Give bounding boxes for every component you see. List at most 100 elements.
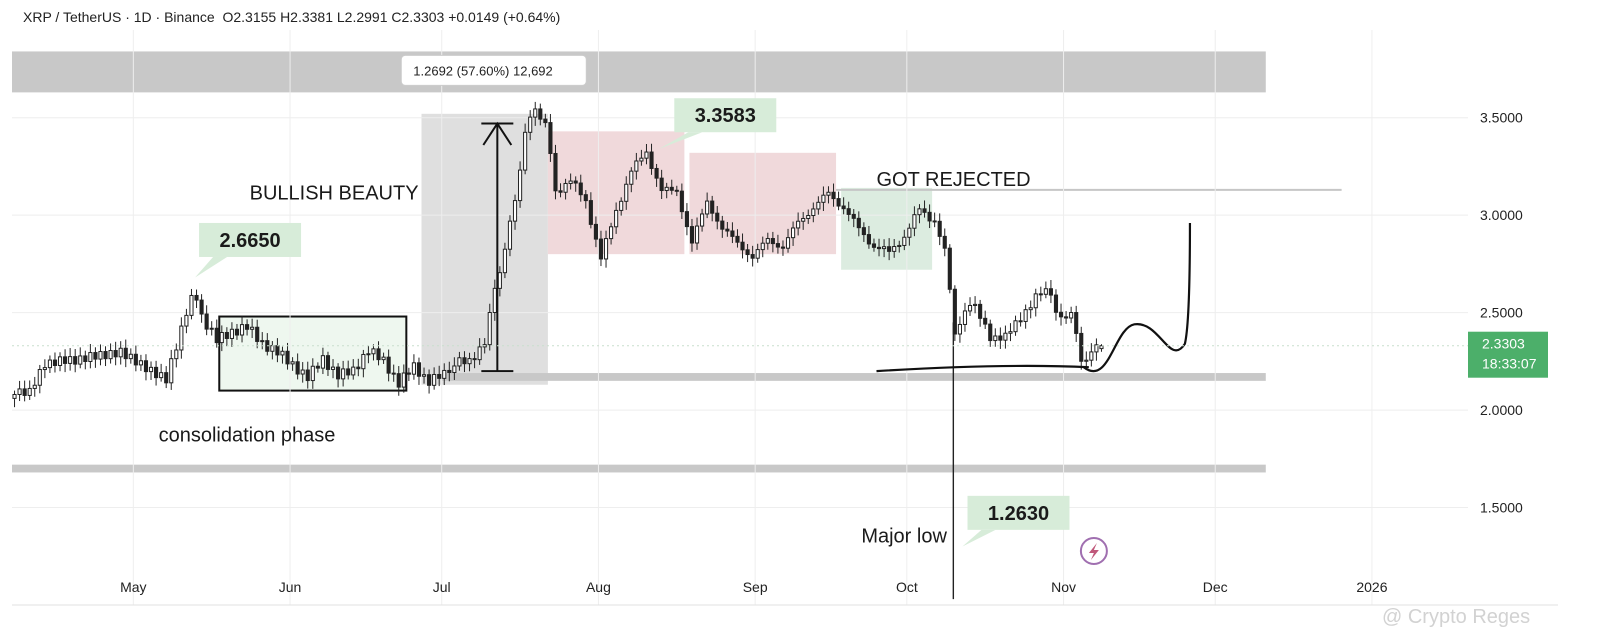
x-tick-label: Jun <box>279 579 302 595</box>
candle-body <box>988 323 993 342</box>
candle-body <box>775 243 780 248</box>
candle-body <box>528 116 533 133</box>
candle-body <box>851 213 856 219</box>
candle-body <box>411 362 416 375</box>
candle-body <box>52 359 58 366</box>
candle-body <box>487 312 492 346</box>
candle-body <box>133 353 138 366</box>
candle-body <box>457 357 462 367</box>
callout-2665-box <box>199 222 302 257</box>
candle-body <box>452 365 457 374</box>
candle-body <box>533 108 538 118</box>
candle-body <box>952 288 957 335</box>
candle-body <box>164 372 169 384</box>
projection-curve <box>1083 222 1192 372</box>
candle-body <box>644 151 649 159</box>
candle-body <box>841 205 846 210</box>
candle-body <box>639 157 644 162</box>
candle-body <box>765 238 770 244</box>
candle-body <box>245 324 250 330</box>
y-tick-label: 3.0000 <box>1480 207 1523 223</box>
candle-body <box>442 369 447 379</box>
candle-body <box>538 108 543 120</box>
candle-body <box>1064 316 1069 319</box>
candle-body <box>371 348 376 355</box>
major-low-label: Major low <box>861 526 947 548</box>
candle-body <box>57 356 63 366</box>
candle-body <box>700 213 705 227</box>
lightning-icon-glyph <box>1088 543 1099 560</box>
watermark: @ Crypto Reges <box>1382 606 1531 628</box>
candle-body <box>148 366 154 373</box>
candle-body <box>1033 293 1038 309</box>
candle-body <box>209 327 214 330</box>
candle-body <box>22 388 27 396</box>
callout-2665-value: 2.6650 <box>219 230 280 252</box>
candle-body <box>42 367 47 371</box>
candle-body <box>836 198 841 207</box>
candle-body <box>568 180 573 184</box>
rejection-zone-1 <box>547 131 685 255</box>
candle-body <box>1094 344 1099 353</box>
candle-body <box>93 352 98 360</box>
candle-body <box>336 366 341 380</box>
support-curve <box>876 364 1089 373</box>
candle-body <box>250 326 255 330</box>
candle-body <box>492 287 497 314</box>
candle-body <box>462 357 467 365</box>
candle-body <box>745 249 750 256</box>
candle-body <box>603 238 609 260</box>
x-tick-label: 2026 <box>1356 579 1387 595</box>
candle-body <box>750 254 755 259</box>
y-tick-label: 1.5000 <box>1480 500 1523 516</box>
candle-body <box>396 373 401 388</box>
candle-body <box>791 227 796 239</box>
candle-body <box>826 191 831 196</box>
candle-body <box>401 372 406 388</box>
candle-body <box>472 358 477 361</box>
callout-3358-value: 3.3583 <box>695 105 756 127</box>
candle-body <box>1099 345 1104 350</box>
candle-body <box>1028 307 1033 311</box>
y-tick-label: 2.5000 <box>1480 305 1523 321</box>
candle-body <box>260 340 265 343</box>
candle-body <box>780 246 786 249</box>
candle-body <box>174 349 179 360</box>
candle-body <box>871 243 877 248</box>
candle-body <box>755 249 760 259</box>
candle-body <box>497 272 502 289</box>
candle-body <box>593 223 598 240</box>
candle-body <box>325 355 331 370</box>
candle-body <box>37 369 42 386</box>
candle-body <box>1058 311 1064 318</box>
symbol-label: XRP / TetherUS · 1D · Binance <box>23 9 215 25</box>
candle-body <box>98 351 103 360</box>
candle-body <box>973 303 978 306</box>
candle-body <box>1013 320 1018 333</box>
candle-body <box>184 314 189 327</box>
candle-body <box>831 191 836 200</box>
candle-body <box>669 186 674 191</box>
candle-body <box>219 331 224 344</box>
candle-body <box>12 393 17 399</box>
candle-body <box>17 388 22 395</box>
candle-body <box>376 348 381 361</box>
candle-body <box>118 347 123 358</box>
candle-body <box>128 353 133 360</box>
candle-body <box>406 372 411 375</box>
candle-body <box>234 328 240 336</box>
candle-body <box>932 220 937 223</box>
candle-body <box>806 215 811 219</box>
candle-body <box>103 351 108 360</box>
candle-body <box>1048 288 1053 296</box>
candle-body <box>659 177 664 192</box>
candle-body <box>361 353 366 370</box>
candle-body <box>887 246 892 252</box>
candle-body <box>421 374 427 377</box>
candle-body <box>477 346 482 361</box>
candle-body <box>320 355 325 369</box>
candle-body <box>1038 293 1043 296</box>
candle-body <box>255 326 260 342</box>
candle-body <box>548 122 553 154</box>
candle-body <box>214 327 219 344</box>
